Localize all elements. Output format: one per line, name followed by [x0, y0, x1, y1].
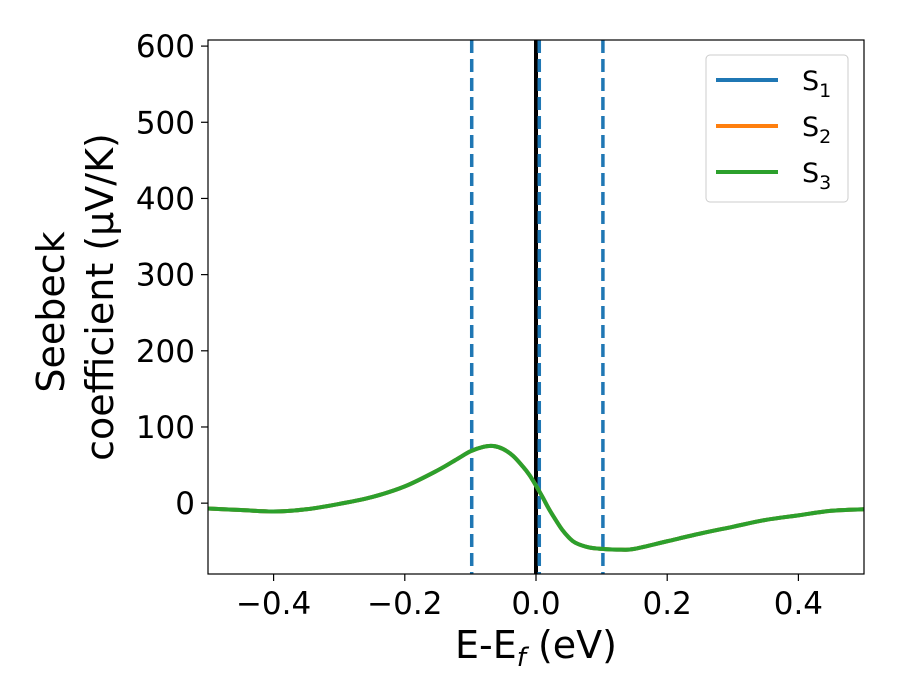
y-tick-label: 300 — [136, 258, 195, 294]
x-axis-label-main: E-E — [455, 623, 517, 667]
x-axis-label-rest: (eV) — [526, 623, 617, 667]
legend-label-s2: S2 — [802, 112, 831, 148]
legend-box — [705, 54, 849, 203]
legend-label-s1-main: S — [802, 66, 819, 97]
y-tick-label: 100 — [136, 410, 195, 446]
y-axis-label-line1: Seebeck — [29, 231, 73, 392]
legend-label-s1: S1 — [802, 66, 831, 102]
legend-label-s3: S3 — [802, 158, 831, 194]
y-axis-label-line2: coefficient (μV/K) — [78, 133, 122, 461]
x-tick-label: 0.0 — [511, 586, 560, 622]
x-tick-label: 0.4 — [774, 586, 823, 622]
legend-label-s2-sub: 2 — [819, 126, 831, 148]
y-tick-label: 400 — [136, 181, 195, 217]
y-axis-ticks: 0 100 200 300 400 500 600 — [136, 29, 208, 522]
legend: S1 S2 S3 — [705, 54, 849, 203]
y-tick-label: 500 — [136, 105, 195, 141]
x-axis-ticks: −0.4 −0.2 0.0 0.2 0.4 — [236, 574, 823, 622]
legend-label-s2-main: S — [802, 112, 819, 143]
y-tick-label: 600 — [136, 29, 195, 65]
y-axis-label: Seebeck coefficient (μV/K) — [29, 133, 122, 461]
series-lines — [208, 443, 864, 552]
y-tick-label: 0 — [175, 486, 195, 522]
x-tick-label: 0.2 — [643, 586, 692, 622]
y-tick-label: 200 — [136, 334, 195, 370]
x-axis-label: E-Ef (eV) — [455, 623, 617, 673]
vertical-reference-lines — [469, 40, 605, 574]
series-line-s3 — [208, 443, 864, 552]
legend-label-s3-sub: 3 — [819, 172, 831, 194]
legend-label-s1-sub: 1 — [819, 80, 831, 102]
x-tick-label: −0.2 — [367, 586, 442, 622]
x-tick-label: −0.4 — [236, 586, 311, 622]
legend-label-s3-main: S — [802, 158, 819, 189]
